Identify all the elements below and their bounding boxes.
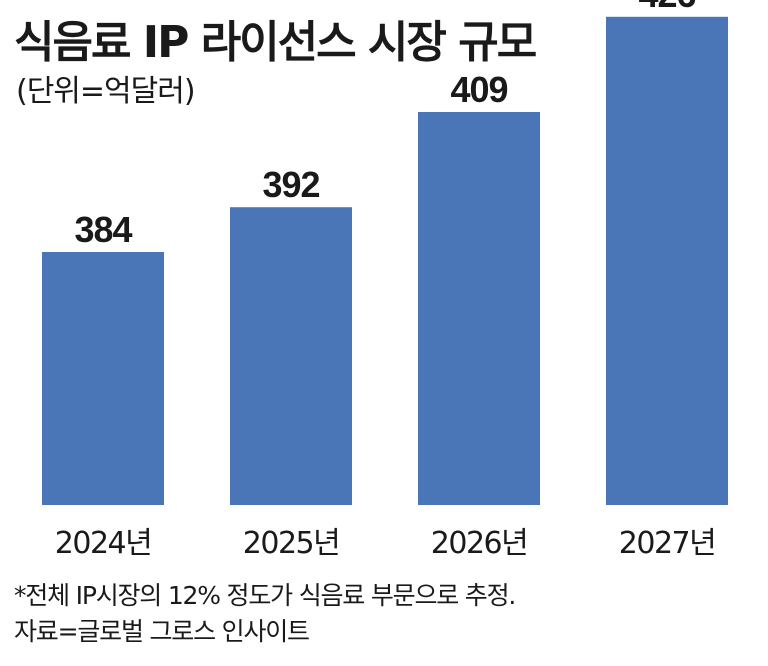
chart-title: 식음료 IP 라이선스 시장 규모 xyxy=(14,17,537,68)
chart-unit-label: (단위=억달러) xyxy=(16,74,196,109)
bar-value-label-2: 409 xyxy=(450,69,507,110)
bar-value-label-1: 392 xyxy=(262,164,319,205)
bar-2 xyxy=(418,112,540,505)
bar-1 xyxy=(230,207,352,505)
bar-value-label-3: 426 xyxy=(638,0,695,15)
x-tick-label-2: 2026년 xyxy=(431,526,527,561)
bar-0 xyxy=(42,252,164,505)
footnote-source: 자료=글로벌 그로스 인사이트 xyxy=(14,617,310,646)
x-tick-label-1: 2025년 xyxy=(243,526,339,561)
x-tick-label-0: 2024년 xyxy=(55,526,151,561)
x-tick-label-3: 2027년 xyxy=(619,526,715,561)
footnote-note: *전체 IP시장의 12% 정도가 식음료 부문으로 추정. xyxy=(14,581,516,610)
bar-value-label-0: 384 xyxy=(74,209,132,250)
chart-footnote: *전체 IP시장의 12% 정도가 식음료 부문으로 추정. 자료=글로벌 그로… xyxy=(14,578,516,650)
bar-3 xyxy=(606,16,728,506)
